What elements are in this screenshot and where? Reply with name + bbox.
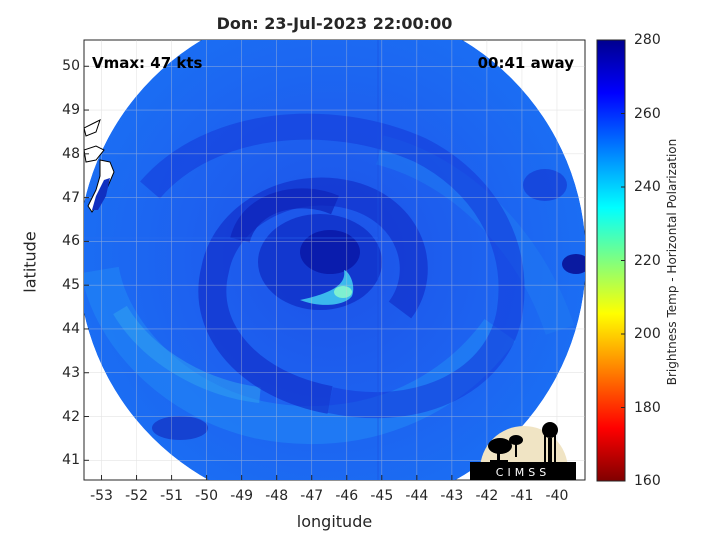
cimss-logo: CIMSS: [470, 422, 576, 480]
y-tick-label: 45: [62, 277, 80, 294]
x-tick-label: -44: [405, 488, 429, 504]
colorbar-ticks: [621, 39, 625, 482]
x-tick-label: -43: [440, 488, 464, 504]
x-tick-label: -46: [335, 488, 359, 504]
y-tick-label: 46: [62, 233, 80, 250]
x-tick-label: -42: [475, 488, 499, 504]
y-tick-label: 42: [62, 408, 80, 425]
x-tick-label: -40: [545, 488, 569, 504]
y-tick-label: 48: [62, 145, 80, 162]
colorbar-tick-label: 180: [634, 399, 661, 416]
coastline: [84, 119, 115, 213]
x-tick-label: -50: [195, 488, 219, 504]
logo-text: CIMSS: [496, 466, 550, 479]
colorbar-label: Brightness Temp - Horizontal Polarizatio…: [665, 138, 679, 386]
x-tick-label: -53: [90, 488, 113, 504]
vmax-label: Vmax: 47 kts: [92, 54, 203, 72]
y-tick-label: 44: [62, 320, 80, 337]
x-tick-label: -52: [125, 488, 148, 504]
map-title: Don: 23-Jul-2023 22:00:00: [216, 14, 453, 33]
x-tick-label: -49: [230, 488, 254, 504]
colorbar: [596, 39, 626, 482]
colorbar-tick-label: 200: [634, 326, 661, 342]
colorbar-tick-label: 280: [634, 32, 661, 48]
x-tick-label: -47: [300, 488, 324, 504]
y-tick-label: 47: [62, 189, 80, 206]
x-tick-label: -41: [510, 488, 534, 504]
x-tick-label: -51: [160, 488, 184, 504]
y-tick-label: 49: [62, 102, 80, 119]
y-tick-label: 50: [62, 58, 80, 75]
colorbar-tick-label: 240: [634, 179, 661, 195]
x-tick-label: -48: [265, 488, 289, 504]
colorbar-tick-label: 160: [634, 473, 661, 489]
time-offset-label: 00:41 away: [477, 54, 574, 72]
x-tick-label: -45: [370, 488, 394, 504]
colorbar-tick-label: 220: [634, 252, 661, 269]
y-tick-label: 41: [62, 452, 80, 469]
y-axis-ticks: [84, 65, 89, 461]
y-tick-label: 43: [62, 364, 80, 381]
colorbar-tick-label: 260: [634, 105, 661, 122]
y-axis-label: latitude: [20, 231, 40, 293]
x-axis-label: longitude: [296, 512, 373, 531]
